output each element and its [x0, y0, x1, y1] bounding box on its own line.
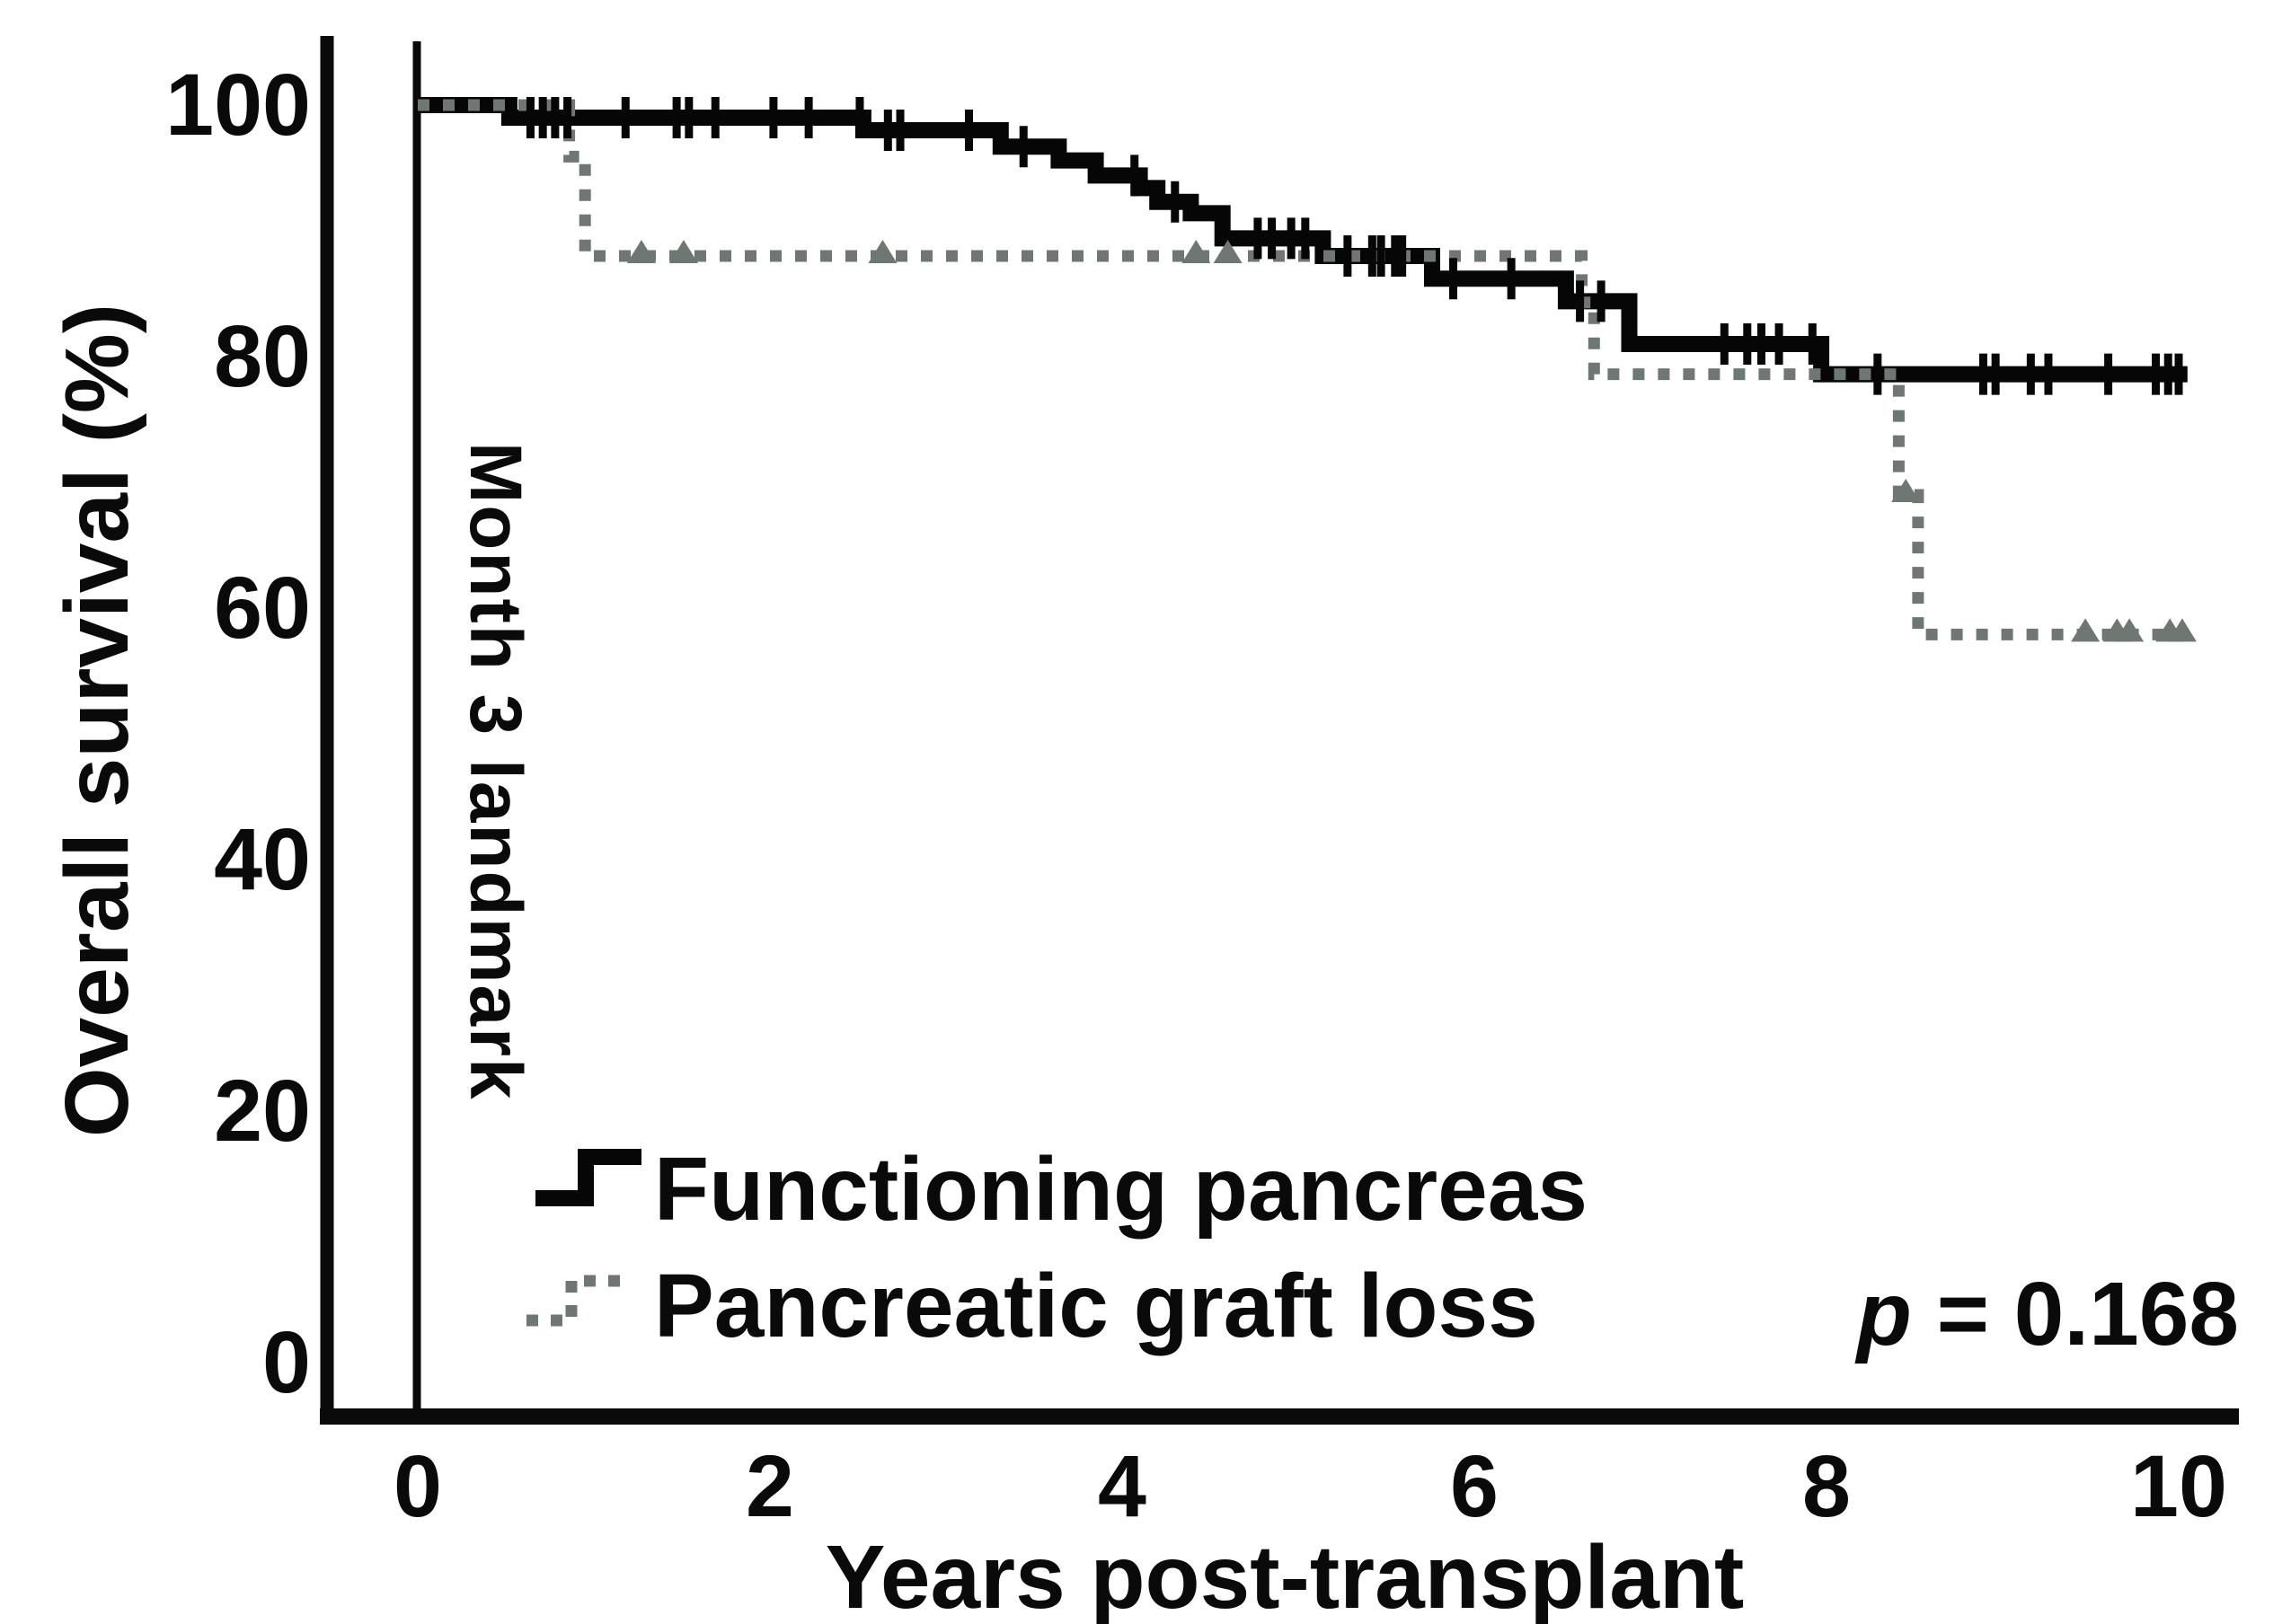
legend-label-pancreatic-graft-loss: Pancreatic graft loss — [654, 1256, 1538, 1356]
censor-triangle — [1891, 479, 1921, 502]
p-value-symbol: p — [1854, 1264, 1912, 1364]
x-tick-label-4: 4 — [1098, 1437, 1146, 1535]
censor-triangle — [1213, 240, 1243, 263]
censor-marks-pancreatic-graft-loss — [626, 240, 2197, 642]
x-tick-label-0: 0 — [394, 1437, 442, 1535]
y-tick-label-100: 100 — [165, 56, 311, 154]
p-value-text: p = 0.168 — [1854, 1264, 2239, 1364]
censor-marks-functioning-pancreas — [526, 97, 2183, 395]
censor-triangle — [868, 240, 898, 263]
y-tick-label-20: 20 — [214, 1062, 311, 1160]
x-tick-label-6: 6 — [1450, 1437, 1499, 1535]
y-tick-label-40: 40 — [214, 810, 311, 908]
censor-triangle — [2071, 618, 2101, 642]
censor-triangle — [2167, 618, 2197, 642]
x-tick-label-2: 2 — [746, 1437, 794, 1535]
month3-landmark-label: Month 3 landmark — [455, 442, 536, 1101]
legend: Functioning pancreas Pancreatic graft lo… — [526, 1139, 1588, 1356]
y-tick-label-60: 60 — [214, 559, 311, 657]
censor-triangle — [1181, 240, 1211, 263]
legend-label-functioning-pancreas: Functioning pancreas — [654, 1139, 1588, 1240]
x-axis-tick-labels: 0 2 4 6 8 10 — [394, 1437, 2227, 1535]
y-axis-tick-labels: 0 20 40 60 80 100 — [165, 56, 311, 1411]
x-axis-title: Years post-transplant — [826, 1527, 1745, 1624]
censor-triangle — [626, 240, 656, 263]
x-tick-label-8: 8 — [1802, 1437, 1851, 1535]
y-tick-label-80: 80 — [214, 307, 311, 405]
y-tick-label-0: 0 — [262, 1313, 311, 1411]
x-tick-label-10: 10 — [2130, 1437, 2227, 1535]
legend-sample-solid-line — [535, 1149, 641, 1206]
survival-curves — [418, 97, 2197, 642]
legend-sample-dotted-line — [526, 1275, 627, 1327]
y-axis-title: Overall survival (%) — [47, 304, 147, 1137]
p-value-number: = 0.168 — [1912, 1264, 2239, 1364]
censor-triangle — [2115, 618, 2145, 642]
censor-triangle — [668, 240, 698, 263]
